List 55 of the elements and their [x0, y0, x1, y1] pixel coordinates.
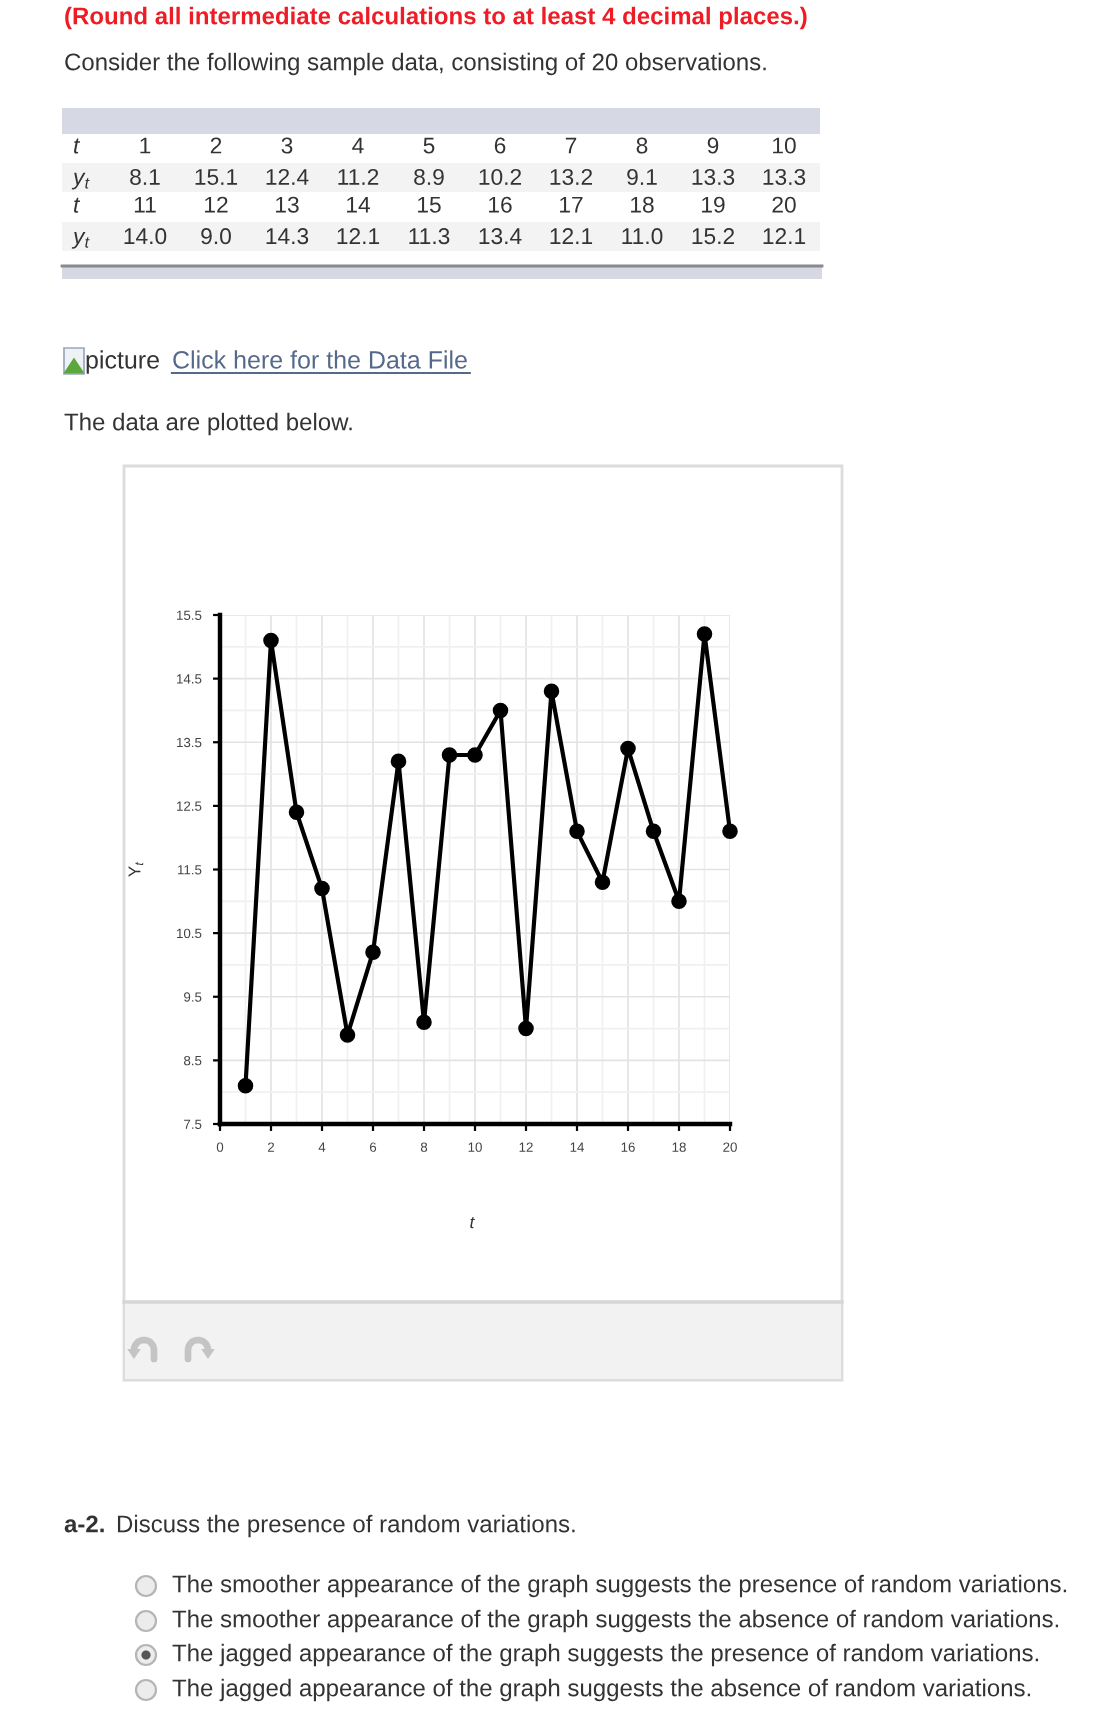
point [390, 753, 407, 770]
point [441, 747, 458, 763]
text: 11 14.0 [124, 196, 167, 245]
text: 2 15.1 [195, 137, 238, 186]
point [467, 747, 483, 763]
x-axis-title: t [470, 1216, 475, 1229]
point [263, 632, 279, 649]
point [339, 1027, 356, 1043]
point [416, 1014, 432, 1030]
point [543, 683, 560, 700]
point [237, 1078, 254, 1094]
text: Discuss the presence of random variations. [117, 1514, 575, 1538]
text: 18 11.0 [622, 196, 663, 245]
point [288, 804, 305, 821]
y-axis-title: Y$_{t}$ [128, 861, 144, 877]
text: (Round all intermediate calculations to at least 4 decimal places.) [65, 6, 807, 30]
text: The jagged appearance of the graph suggests the presence of random variations. [172, 1643, 1039, 1667]
point [645, 823, 662, 840]
text: 20 12.1 [763, 196, 806, 245]
text: 16 13.4 [479, 196, 522, 245]
text: 13 14.3 [266, 196, 309, 245]
text: 12 9.0 [201, 196, 231, 245]
text: t y$_{t}$ [71, 197, 90, 249]
point [620, 740, 636, 757]
point [365, 944, 381, 960]
text: 14 12.1 [337, 196, 380, 245]
point [569, 823, 585, 840]
text: picture [86, 350, 159, 374]
text: 8 9.1 [627, 137, 657, 186]
text: 1 8.1 [130, 137, 160, 186]
text: The smoother appearance of the graph suggests the absence of random variations. [172, 1609, 1059, 1633]
text: Consider the following sample data, consisting of 20 observations. [65, 52, 766, 76]
text: 10 13.3 [763, 137, 806, 186]
text: Click here for the Data File [173, 350, 467, 369]
text: The smoother appearance of the graph suggests the presence of random variations. [172, 1574, 1067, 1598]
text: The jagged appearance of the graph suggests the absence of random variations. [172, 1678, 1031, 1702]
text: 6 10.2 [479, 137, 522, 186]
point [594, 874, 611, 890]
text: 15 11.3 [409, 196, 450, 245]
point [518, 1020, 534, 1037]
point [314, 880, 330, 897]
point [671, 893, 687, 910]
point [492, 702, 509, 719]
text: 3 12.4 [266, 137, 309, 185]
text: t y$_{t}$ [71, 138, 90, 190]
text: 19 15.2 [692, 196, 735, 245]
text: 17 12.1 [550, 196, 593, 245]
text: The data are plotted below. [64, 412, 352, 436]
text: 7 13.2 [550, 137, 593, 186]
text: 5 8.9 [414, 137, 444, 186]
point [722, 823, 738, 840]
point [696, 626, 713, 642]
text: a-2. [64, 1515, 104, 1533]
text: 4 11.2 [338, 137, 379, 185]
text: 9 13.3 [692, 137, 735, 186]
